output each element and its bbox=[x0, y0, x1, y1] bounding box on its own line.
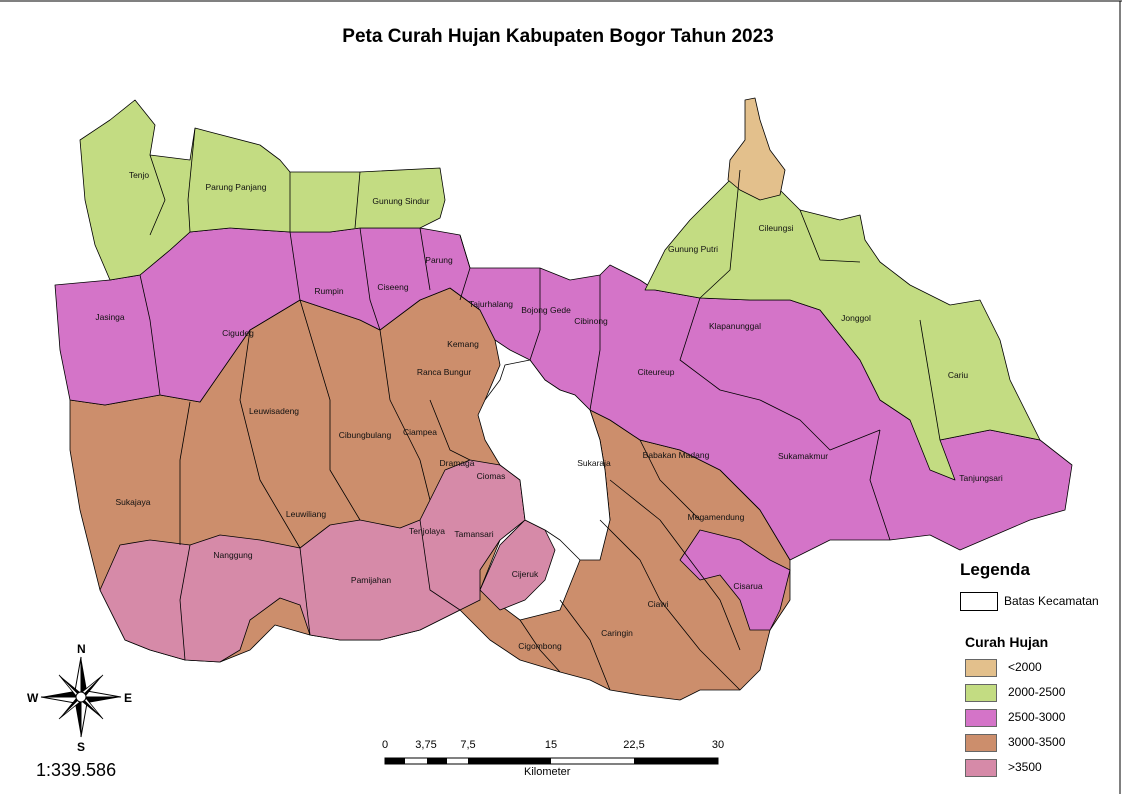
legend-rain-heading: Curah Hujan bbox=[965, 634, 1049, 650]
compass-w: W bbox=[27, 691, 39, 705]
label-cariu: Cariu bbox=[948, 370, 969, 380]
legend-boundary-label: Batas Kecamatan bbox=[1004, 594, 1099, 608]
label-pamijahan: Pamijahan bbox=[351, 575, 391, 585]
label-tanjungsari: Tanjungsari bbox=[959, 473, 1003, 483]
zone-over-3500-cijeruk bbox=[479, 519, 556, 611]
zone-2500-3000-cisarua bbox=[679, 529, 791, 631]
label-cigudeg: Cigudeg bbox=[222, 328, 254, 338]
label-cijeruk: Cijeruk bbox=[512, 569, 539, 579]
legend-swatch-2 bbox=[965, 709, 997, 727]
district-boundaries bbox=[139, 127, 941, 691]
compass-s: S bbox=[77, 740, 86, 754]
legend-class-label-3: 3000-3500 bbox=[1008, 735, 1066, 749]
scale-bar bbox=[384, 757, 719, 765]
label-cileungsi: Cileungsi bbox=[759, 223, 794, 233]
label-ciampea: Ciampea bbox=[403, 427, 437, 437]
label-gunung-putri: Gunung Putri bbox=[668, 244, 718, 254]
scale-tick-1: 3,75 bbox=[415, 739, 437, 751]
scale-unit: Kilometer bbox=[524, 766, 571, 778]
scale-tick-0: 0 bbox=[381, 739, 389, 751]
zone-under-2000 bbox=[727, 97, 786, 201]
label-kemang: Kemang bbox=[447, 339, 479, 349]
label-tenjo: Tenjo bbox=[129, 170, 150, 180]
legend-class-label-2: 2500-3000 bbox=[1008, 710, 1066, 724]
legend-class-label-4: >3500 bbox=[1008, 760, 1042, 774]
label-sukajaya: Sukajaya bbox=[116, 497, 151, 507]
compass-rose-icon bbox=[40, 656, 122, 738]
label-cibinong: Cibinong bbox=[574, 316, 608, 326]
label-rumpin: Rumpin bbox=[314, 286, 344, 296]
zone-2000-2500-northwest bbox=[79, 99, 446, 281]
kota-bogor-enclave bbox=[477, 359, 611, 561]
label-parung-panjang: Parung Panjang bbox=[206, 182, 267, 192]
legend-swatch-3 bbox=[965, 734, 997, 752]
label-cibungbulang: Cibungbulang bbox=[339, 430, 392, 440]
label-leuwisadeng: Leuwisadeng bbox=[249, 406, 299, 416]
legend-title: Legenda bbox=[960, 560, 1030, 579]
district-labels: Tenjo Parung Panjang Gunung Sindur Rumpi… bbox=[95, 170, 1002, 651]
scale-tick-2: 7,5 bbox=[460, 739, 476, 751]
label-ranca-bungur: Ranca Bungur bbox=[417, 367, 472, 377]
label-nanggung: Nanggung bbox=[213, 550, 253, 560]
label-bojong-gede: Bojong Gede bbox=[521, 305, 571, 315]
legend-swatch-4 bbox=[965, 759, 997, 777]
scale-tick-5: 30 bbox=[711, 739, 725, 751]
rainfall-map bbox=[54, 97, 1073, 701]
label-leuwiliang: Leuwiliang bbox=[286, 509, 326, 519]
scale-tick-3: 15 bbox=[544, 739, 558, 751]
label-dramaga: Dramaga bbox=[440, 458, 475, 468]
compass-e: E bbox=[124, 691, 133, 705]
label-tenjolaya: Tenjolaya bbox=[409, 526, 445, 536]
label-tajurhalang: Tajurhalang bbox=[469, 299, 513, 309]
label-ciawi: Ciawi bbox=[648, 599, 669, 609]
label-caringin: Caringin bbox=[601, 628, 633, 638]
legend-swatch-0 bbox=[965, 659, 997, 677]
label-jonggol: Jonggol bbox=[841, 313, 871, 323]
scale-tick-4: 22,5 bbox=[623, 739, 645, 751]
label-ciomas: Ciomas bbox=[477, 471, 506, 481]
label-babakan-madang: Babakan Madang bbox=[643, 450, 710, 460]
legend-class-label-0: <2000 bbox=[1008, 660, 1042, 674]
label-klapanunggal: Klapanunggal bbox=[709, 321, 761, 331]
label-parung: Parung bbox=[425, 255, 453, 265]
label-tamansari: Tamansari bbox=[454, 529, 493, 539]
map-title: Peta Curah Hujan Kabupaten Bogor Tahun 2… bbox=[342, 26, 774, 47]
label-gunung-sindur: Gunung Sindur bbox=[372, 196, 429, 206]
zone-over-3500-west bbox=[99, 459, 526, 663]
label-cisarua: Cisarua bbox=[733, 581, 763, 591]
legend-boundary-swatch bbox=[960, 592, 998, 611]
label-jasinga: Jasinga bbox=[95, 312, 125, 322]
label-cigombong: Cigombong bbox=[518, 641, 562, 651]
legend-swatch-1 bbox=[965, 684, 997, 702]
label-citeureup: Citeureup bbox=[638, 367, 675, 377]
label-sukaraja: Sukaraja bbox=[577, 458, 611, 468]
scale-ratio: 1:339.586 bbox=[36, 760, 117, 780]
label-ciseeng: Ciseeng bbox=[377, 282, 408, 292]
compass-n: N bbox=[77, 642, 86, 656]
label-megamendung: Megamendung bbox=[688, 512, 745, 522]
label-sukamakmur: Sukamakmur bbox=[778, 451, 828, 461]
legend-class-label-1: 2000-2500 bbox=[1008, 685, 1066, 699]
